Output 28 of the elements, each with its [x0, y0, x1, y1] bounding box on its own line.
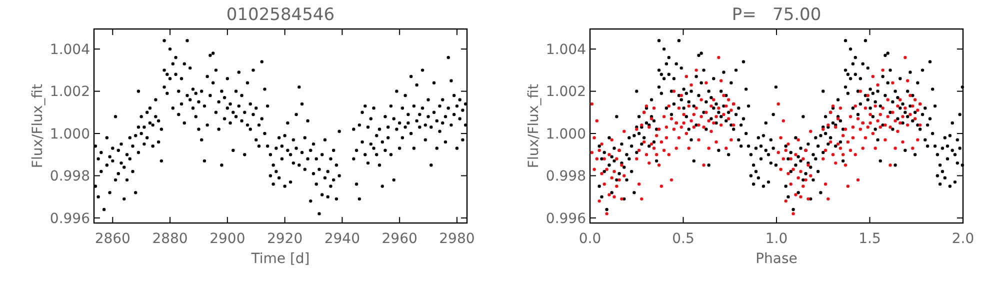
y-axis-title: Flux/Flux_fit	[30, 83, 46, 168]
chart-title: P= 75.00	[732, 5, 822, 25]
y-tick-label: 0.996	[50, 210, 90, 227]
y-tick-label: 1.000	[50, 126, 90, 142]
x-tick-label: 0.0	[578, 231, 602, 247]
x-tick-label: 2900	[210, 231, 246, 247]
x-axis-title: Phase	[756, 251, 798, 267]
x-tick-label: 2860	[94, 231, 130, 247]
x-tick-label: 2880	[152, 231, 188, 247]
x-tick-label: 0.5	[672, 231, 694, 247]
y-tick-label: 1.002	[546, 84, 586, 100]
x-tick-label: 2920	[266, 231, 303, 247]
x-tick-label: 2.0	[952, 231, 974, 247]
x-tick-label: 1.0	[765, 231, 788, 247]
x-tick-label: 2940	[324, 231, 360, 247]
y-tick-label: 1.002	[50, 84, 90, 100]
x-tick-label: 2960	[382, 231, 418, 247]
x-tick-label: 1.5	[858, 231, 881, 247]
y-tick-label: 0.996	[546, 210, 586, 227]
chart-title: 0102584546	[226, 5, 335, 25]
x-tick-label: 2980	[439, 231, 475, 247]
y-tick-label: 0.998	[546, 168, 586, 185]
y-tick-label: 0.998	[50, 168, 90, 185]
y-tick-label: 1.004	[50, 42, 90, 58]
y-axis-title: Flux/Flux_fit	[526, 83, 542, 168]
y-tick-label: 1.004	[546, 42, 586, 58]
x-axis-title: Time [d]	[250, 251, 310, 267]
y-tick-label: 1.000	[546, 126, 586, 142]
